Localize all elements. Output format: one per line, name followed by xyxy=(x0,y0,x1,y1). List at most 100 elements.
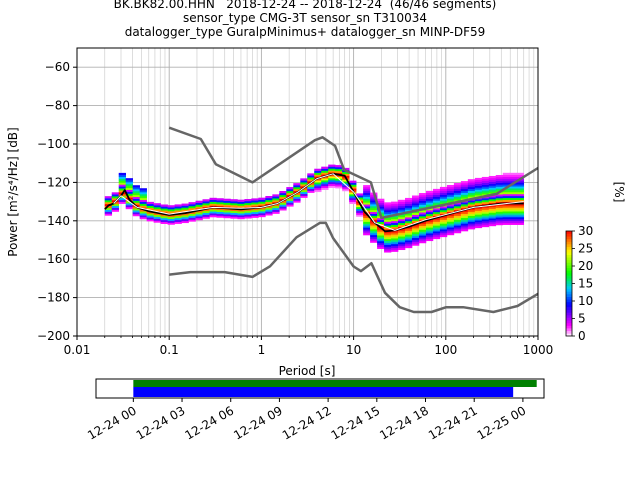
heatmap-cell xyxy=(405,240,413,243)
heatmap-cell xyxy=(439,206,448,209)
colorbar-swatch xyxy=(566,296,572,300)
heatmap-cell xyxy=(509,193,518,197)
heatmap-cell xyxy=(425,190,434,194)
heatmap-cell xyxy=(265,195,273,199)
heatmap-cell xyxy=(460,223,469,226)
heatmap-cell xyxy=(495,219,504,222)
heatmap-cell xyxy=(481,219,490,222)
heatmap-cell xyxy=(481,192,490,195)
heatmap-cell xyxy=(300,182,308,185)
heatmap-cell xyxy=(328,176,336,179)
heatmap-cell xyxy=(139,192,147,195)
heatmap-cell xyxy=(356,208,364,211)
heatmap-cell xyxy=(293,196,301,199)
colorbar-swatch xyxy=(566,231,572,234)
heatmap-cell xyxy=(481,198,490,201)
heatmap-cell xyxy=(481,213,490,216)
heatmap-cell xyxy=(411,216,420,219)
heatmap-cell xyxy=(118,197,127,201)
heatmap-cell xyxy=(411,239,420,242)
heatmap-cell xyxy=(516,207,525,210)
heatmap-cell xyxy=(425,225,434,228)
heatmap-cell xyxy=(139,188,147,191)
heatmap-cell xyxy=(363,223,371,226)
heatmap-cell xyxy=(411,228,420,231)
heatmap-cell xyxy=(495,175,504,178)
heatmap-cell xyxy=(237,201,245,204)
heatmap-cell xyxy=(188,219,196,222)
heatmap-cell xyxy=(370,204,378,207)
heatmap-cell xyxy=(363,200,371,203)
heatmap-cell xyxy=(411,199,420,202)
heatmap-cell xyxy=(495,199,504,203)
heatmap-cell xyxy=(439,223,448,226)
heatmap-cell xyxy=(370,196,378,199)
heatmap-cell xyxy=(230,199,238,202)
heatmap-cell xyxy=(502,199,511,202)
heatmap-cell xyxy=(481,217,490,220)
heatmap-cell xyxy=(467,202,476,205)
heatmap-cell xyxy=(111,196,120,199)
heatmap-cell xyxy=(349,186,357,189)
heatmap-cell xyxy=(467,184,476,188)
heatmap-cell xyxy=(453,192,462,195)
heatmap-cell xyxy=(391,211,399,214)
heatmap-cell xyxy=(405,238,413,241)
heatmap-cell xyxy=(230,214,238,217)
heatmap-cell xyxy=(460,213,469,216)
heatmap-cell xyxy=(125,205,133,208)
heatmap-cell xyxy=(467,211,476,215)
title-line-station: BK.BK82.00.HHN 2018-12-24 -- 2018-12-24 … xyxy=(113,0,497,11)
heatmap-cell xyxy=(453,194,462,197)
heatmap-cell xyxy=(474,191,483,194)
heatmap-cell xyxy=(411,226,420,229)
heatmap-cell xyxy=(453,227,462,230)
heatmap-cell xyxy=(516,193,525,197)
heatmap-cell xyxy=(356,212,364,215)
heatmap-cell xyxy=(363,192,371,195)
heatmap-cell xyxy=(307,186,315,190)
heatmap-cell xyxy=(139,211,147,214)
heatmap-cell xyxy=(370,211,378,214)
heatmap-cell xyxy=(377,244,385,248)
heatmap-cell xyxy=(321,170,329,173)
heatmap-cell xyxy=(230,203,238,206)
heatmap-cell xyxy=(272,205,280,209)
heatmap-cell xyxy=(446,196,455,199)
heatmap-cell xyxy=(418,206,427,209)
heatmap-cell xyxy=(314,174,322,177)
heatmap-cell xyxy=(481,182,490,185)
heatmap-cell xyxy=(377,202,385,205)
heatmap-cell xyxy=(398,240,406,243)
heatmap-cell xyxy=(502,193,511,197)
heatmap-cell xyxy=(209,197,217,201)
colorbar-tick-label: 10 xyxy=(578,294,593,308)
heatmap-cell xyxy=(432,198,441,201)
heatmap-cell xyxy=(279,202,287,205)
heatmap-cell xyxy=(509,174,518,177)
colorbar-swatch xyxy=(566,325,572,329)
colorbar-swatch xyxy=(566,322,572,326)
heatmap-cell xyxy=(405,242,413,245)
heatmap-cell xyxy=(398,222,406,226)
heatmap-cell xyxy=(460,196,469,199)
heatmap-cell xyxy=(425,227,434,230)
heatmap-cell xyxy=(411,212,420,215)
heatmap-cell xyxy=(446,194,455,197)
heatmap-cell xyxy=(251,213,259,216)
heatmap-cell xyxy=(223,208,231,211)
heatmap-cell xyxy=(391,247,399,250)
heatmap-cell xyxy=(453,219,462,222)
heatmap-cell xyxy=(125,180,133,183)
colorbar-swatch xyxy=(566,315,572,318)
heatmap-cell xyxy=(411,207,420,210)
heatmap-cell xyxy=(146,205,154,208)
heatmap-cell xyxy=(363,221,371,224)
heatmap-cell xyxy=(195,216,203,219)
heatmap-cell xyxy=(509,215,518,218)
heatmap-cell xyxy=(251,202,259,205)
heatmap-cell xyxy=(370,215,378,218)
heatmap-cell xyxy=(516,199,525,202)
heatmap-cell xyxy=(405,217,413,220)
heatmap-cell xyxy=(405,215,413,218)
